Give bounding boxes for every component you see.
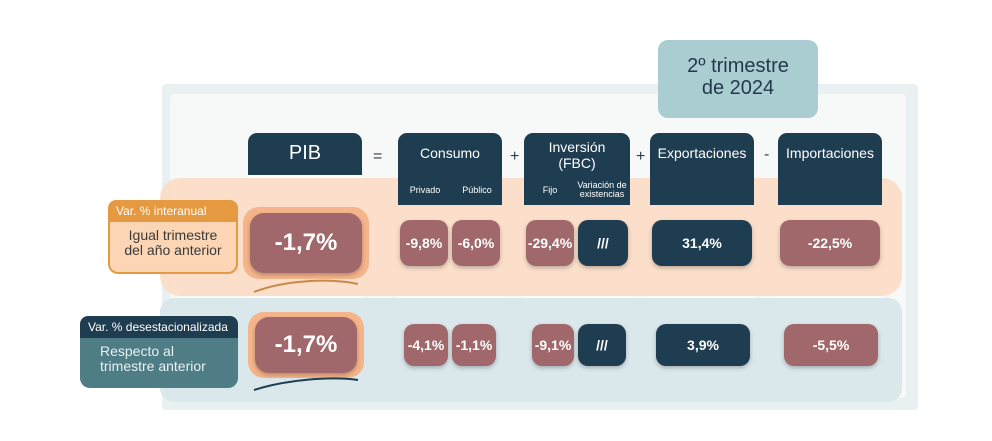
privado-interanual-value: -9,8% [400,220,448,266]
exportaciones-interanual-value: 31,4% [652,220,752,266]
header-inversion-sublabel: (FBC) [558,155,596,171]
pib-interanual-value: -1,7% [250,213,362,273]
publico-interanual-value: -6,0% [452,220,500,266]
importaciones-interanual-value: -22,5% [780,220,880,266]
navy-stroke-decoration [253,377,359,391]
plus-operator-1: + [510,148,520,165]
header-importaciones: Importaciones [778,133,882,205]
fijo-interanual-value: -29,4% [526,220,574,266]
header-inversion: Inversión (FBC) [524,133,630,205]
publico-desestacionalizada-value: -1,1% [452,324,496,366]
header-exportaciones: Exportaciones [650,133,754,205]
variacion-interanual-value: /// [578,220,628,266]
header-pib: PIB [248,133,362,175]
variacion-desestacionalizada-value: /// [578,324,626,366]
desestacionalizada-description: Respecto al trimestre anterior [80,338,238,388]
desestacionalizada-desc-line2: trimestre anterior [100,358,206,374]
header-consumo: Consumo [398,133,502,205]
period-title-line2: de 2024 [701,77,775,99]
interanual-tag: Var. % interanual [108,200,238,222]
importaciones-desestacionalizada-value: -5,5% [784,324,878,366]
equals-operator: = [373,148,383,165]
subheader-publico: Público [462,185,492,195]
subheader-fijo: Fijo [542,185,558,195]
orange-stroke-decoration [253,279,359,293]
privado-desestacionalizada-value: -4,1% [404,324,448,366]
subheader-privado: Privado [409,185,441,195]
plus-operator-2: + [636,148,646,165]
desestacionalizada-desc-line1: Respecto al [100,343,174,359]
interanual-desc-line1: Igual trimestre [128,227,218,243]
subheader-variacion: Variación de existencias [574,181,630,199]
exportaciones-desestacionalizada-value: 3,9% [656,324,750,366]
fijo-desestacionalizada-value: -9,1% [532,324,574,366]
header-importaciones-label: Importaciones [786,145,874,161]
subheader-variacion-line1: Variación de [577,180,627,190]
header-consumo-label: Consumo [420,145,480,161]
minus-operator: - [764,146,770,163]
pib-desestacionalizada-value: -1,7% [255,317,357,373]
interanual-description: Igual trimestre del año anterior [108,222,238,274]
interanual-desc-line2: del año anterior [124,242,222,258]
desestacionalizada-tag: Var. % desestacionalizada [80,316,238,338]
period-title-line1: 2º trimestre [687,55,789,77]
header-inversion-label: Inversión [548,139,606,155]
subheader-variacion-line2: existencias [579,189,625,199]
header-exportaciones-label: Exportaciones [657,145,747,161]
period-title: 2º trimestre de 2024 [658,40,818,118]
header-pib-label: PIB [288,142,322,164]
